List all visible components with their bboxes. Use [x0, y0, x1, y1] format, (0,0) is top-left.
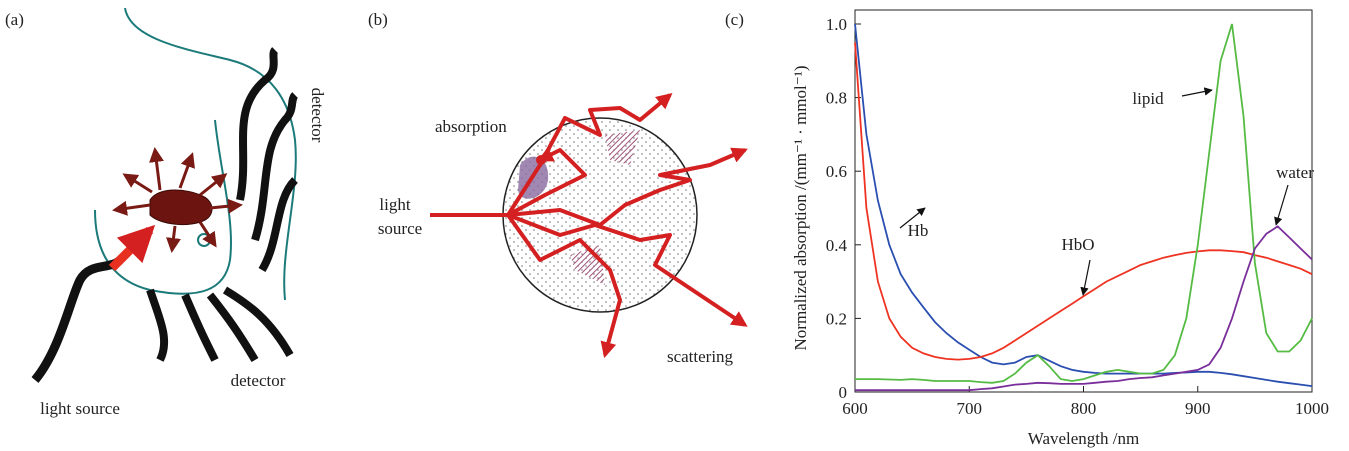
x-tick-label: 1000	[1295, 399, 1329, 418]
series-line	[855, 225, 1313, 392]
series-line	[855, 23, 1313, 384]
light-arrow	[108, 224, 156, 272]
panel-label: (c)	[725, 10, 744, 29]
detector-fiber	[251, 92, 299, 242]
annotation: detector	[231, 371, 286, 390]
label-pointer	[899, 207, 926, 229]
panel-a	[31, 7, 299, 383]
outline	[124, 7, 297, 301]
panel-c: 0 0.2 0.4 0.6 0.8 1.0 600 700 800 900 1000 Waveleng…	[791, 9, 1329, 448]
panel-b	[430, 92, 748, 359]
annotation: detector	[308, 88, 327, 143]
series-label: HbO	[1061, 235, 1094, 254]
annotation: source	[378, 219, 422, 238]
panel-label: (b)	[368, 10, 388, 29]
x-tick-label: 900	[1185, 399, 1211, 418]
series-label: water	[1276, 163, 1314, 182]
photon-paths	[430, 92, 748, 359]
absorber	[605, 130, 640, 165]
series-line	[854, 23, 1313, 387]
label-pointer	[1080, 259, 1091, 296]
x-tick-label: 600	[842, 399, 868, 418]
y-tick-label: 1.0	[826, 15, 847, 34]
label-pointer	[1181, 87, 1213, 97]
y-tick-label: 0.6	[826, 162, 847, 181]
detector-fiber	[181, 293, 219, 362]
detector-fiber	[258, 177, 299, 273]
x-axis-title: Wavelength /nm	[1028, 429, 1139, 448]
annotation: scattering	[667, 347, 734, 366]
detector-fiber	[222, 286, 294, 357]
y-tick-label: 0	[839, 383, 848, 402]
annotation: light	[379, 195, 410, 214]
annotation: light source	[40, 399, 120, 418]
y-axis-title: Normalized absorption /(mm⁻¹ · mmol⁻¹)	[791, 66, 810, 351]
detector-fiber	[206, 292, 259, 363]
detector-fiber	[236, 47, 279, 201]
y-tick-label: 0.2	[826, 309, 847, 328]
y-tick-label: 0.8	[826, 89, 847, 108]
x-tick-label: 700	[957, 399, 983, 418]
annotation: absorption	[435, 117, 507, 136]
series-line	[854, 42, 1313, 361]
panel-label: (a)	[5, 10, 24, 29]
x-tick-label: 800	[1071, 399, 1097, 418]
plot-frame	[854, 9, 1313, 393]
absorption-point	[536, 155, 546, 165]
series-label: lipid	[1132, 89, 1164, 108]
absorber	[149, 189, 213, 226]
series-label: Hb	[908, 221, 929, 240]
y-tick-label: 0.4	[826, 236, 848, 255]
source-fiber	[31, 256, 124, 383]
label-pointer	[1274, 184, 1289, 226]
medium	[502, 117, 698, 313]
detector-fiber	[146, 288, 169, 362]
scatter-arrows	[112, 147, 243, 253]
